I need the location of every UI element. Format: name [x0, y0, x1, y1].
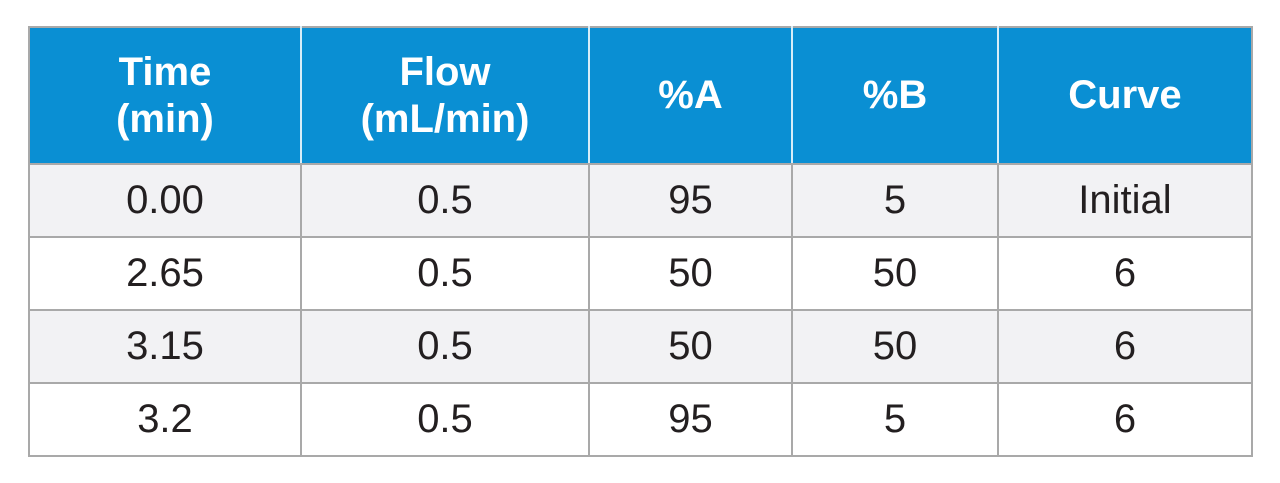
cell-percent-a: 95	[588, 163, 793, 238]
cell-curve: 6	[997, 382, 1253, 457]
cell-flow: 0.5	[300, 309, 590, 384]
header-percent-a: %A	[588, 26, 793, 165]
cell-percent-b: 50	[791, 236, 999, 311]
cell-percent-b: 5	[791, 163, 999, 238]
cell-time: 3.2	[28, 382, 302, 457]
header-time: Time (min)	[28, 26, 302, 165]
header-flow-label: Flow	[399, 49, 491, 94]
cell-curve: Initial	[997, 163, 1253, 238]
header-flow: Flow (mL/min)	[300, 26, 590, 165]
header-curve-label: Curve	[1068, 73, 1182, 117]
cell-flow: 0.5	[300, 163, 590, 238]
cell-flow: 0.5	[300, 236, 590, 311]
header-row: Time (min) Flow (mL/min) %A %B Curve	[28, 26, 1253, 165]
gradient-table-container: Time (min) Flow (mL/min) %A %B Curve	[28, 26, 1253, 457]
cell-curve: 6	[997, 236, 1253, 311]
table-row: 0.00 0.5 95 5 Initial	[28, 163, 1253, 238]
header-flow-unit: (mL/min)	[360, 96, 530, 141]
header-percent-b-label: %B	[862, 73, 928, 117]
header-percent-b: %B	[791, 26, 999, 165]
table-row: 3.15 0.5 50 50 6	[28, 309, 1253, 384]
header-curve: Curve	[997, 26, 1253, 165]
cell-percent-a: 50	[588, 309, 793, 384]
cell-time: 0.00	[28, 163, 302, 238]
header-time-label: Time	[118, 49, 212, 94]
cell-percent-a: 95	[588, 382, 793, 457]
header-time-unit: (min)	[116, 96, 214, 141]
cell-time: 3.15	[28, 309, 302, 384]
cell-curve: 6	[997, 309, 1253, 384]
cell-flow: 0.5	[300, 382, 590, 457]
table-row: 3.2 0.5 95 5 6	[28, 382, 1253, 457]
cell-time: 2.65	[28, 236, 302, 311]
table-row: 2.65 0.5 50 50 6	[28, 236, 1253, 311]
cell-percent-b: 5	[791, 382, 999, 457]
cell-percent-b: 50	[791, 309, 999, 384]
gradient-table: Time (min) Flow (mL/min) %A %B Curve	[28, 26, 1253, 457]
header-percent-a-label: %A	[658, 73, 723, 117]
cell-percent-a: 50	[588, 236, 793, 311]
